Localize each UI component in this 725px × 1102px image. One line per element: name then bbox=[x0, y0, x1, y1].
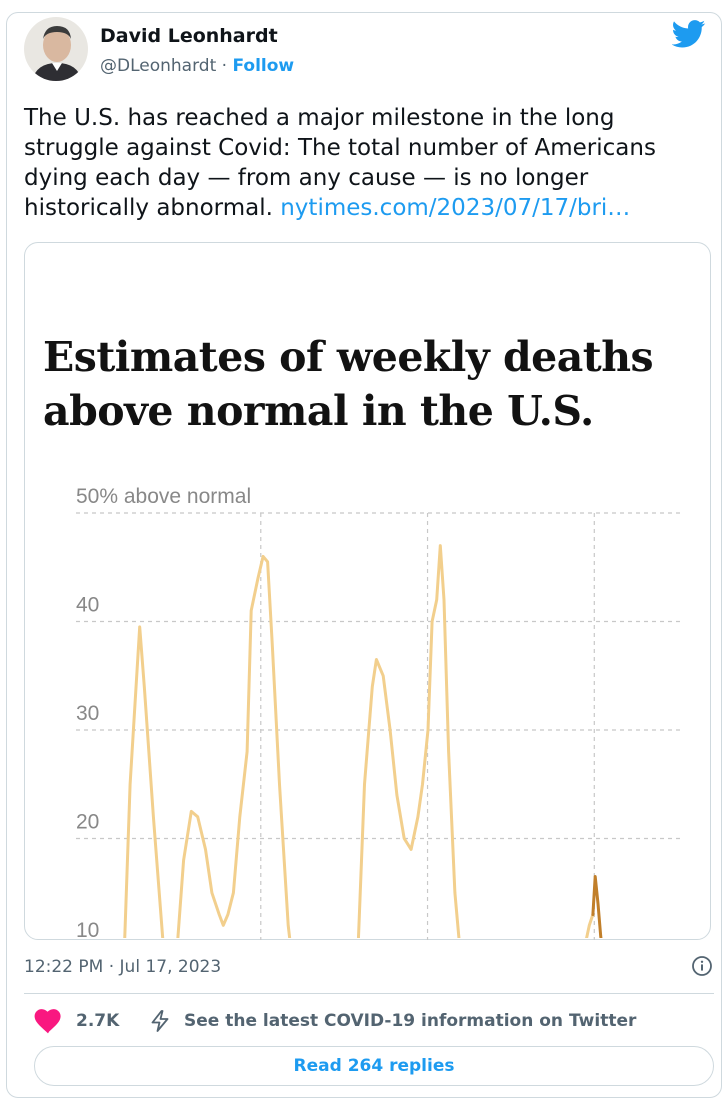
author-name[interactable]: David Leonhardt bbox=[100, 25, 278, 47]
info-icon[interactable] bbox=[691, 955, 713, 977]
like-count: 2.7K bbox=[76, 1011, 120, 1031]
tweet-timestamp[interactable]: 12:22 PM · Jul 17, 2023 bbox=[24, 957, 222, 977]
chart: 50% above normal 40 30 20 10 bbox=[76, 485, 684, 940]
tweet-media[interactable] bbox=[24, 242, 711, 940]
like-button[interactable]: 2.7K bbox=[34, 1008, 119, 1034]
chart-title: Estimates of weekly deaths above normal … bbox=[43, 333, 654, 435]
y-tick-label: 10 bbox=[76, 919, 99, 940]
author-handle[interactable]: @DLeonhardt bbox=[100, 56, 217, 76]
covid-info-link[interactable]: See the latest COVID-19 information on T… bbox=[148, 1008, 636, 1034]
follow-link[interactable]: Follow bbox=[232, 56, 295, 76]
y-tick-label: 40 bbox=[76, 594, 99, 617]
tweet-body: The U.S. has reached a major milestone i… bbox=[24, 105, 656, 221]
y-tick-label: 20 bbox=[76, 811, 99, 834]
heart-icon bbox=[34, 1009, 61, 1034]
twitter-bird-icon[interactable] bbox=[672, 20, 706, 48]
tweet-text: The U.S. has reached a major milestone i… bbox=[24, 103, 684, 223]
tweet-link[interactable]: nytimes.com/2023/07/17/bri… bbox=[280, 195, 631, 221]
read-replies-button[interactable]: Read 264 replies bbox=[34, 1046, 714, 1086]
handle-separator: · bbox=[216, 56, 233, 76]
y-tick-label: 50% above normal bbox=[76, 485, 251, 508]
author-handle-line: @DLeonhardt · Follow bbox=[100, 56, 294, 76]
lightning-bolt-icon bbox=[151, 1010, 169, 1032]
covid-info-text: See the latest COVID-19 information on T… bbox=[184, 1011, 637, 1031]
series-line-main bbox=[123, 544, 595, 938]
avatar[interactable] bbox=[24, 17, 88, 81]
divider bbox=[24, 993, 714, 994]
series-line-recent bbox=[591, 875, 603, 938]
y-tick-label: 30 bbox=[76, 702, 99, 725]
